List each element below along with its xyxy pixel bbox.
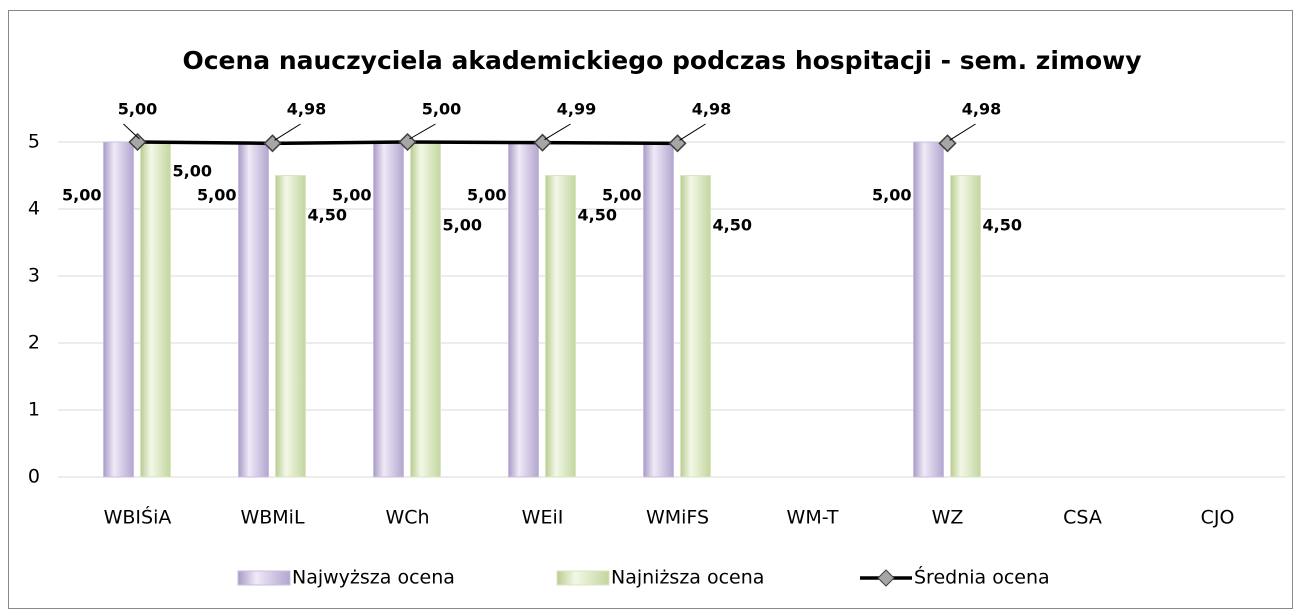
data-label: 5,00 [602,186,641,205]
bar [103,141,134,478]
x-tick-label: WBIŚiA [104,505,172,529]
x-tick-label: CJO [1201,507,1235,529]
data-label: 5,00 [872,186,911,205]
bar [140,141,171,478]
data-label: 5,00 [443,216,482,235]
y-tick-label: 3 [28,265,40,287]
bar [410,141,441,478]
x-tick-label: WEiI [522,507,564,529]
leader-line [123,123,140,140]
data-label: 4,99 [557,100,596,119]
data-label: 4,50 [713,216,752,235]
legend-label: Średnia ocena [914,565,1050,589]
legend-swatch [877,569,895,587]
data-label: 5,00 [62,186,101,205]
data-label: 5,00 [422,100,461,119]
bar [508,141,539,478]
x-tick-label: WCh [385,507,429,529]
bar [275,175,306,478]
y-tick-label: 0 [28,466,40,488]
bar [950,175,981,478]
y-tick-label: 4 [28,198,40,220]
leader-line [679,123,706,141]
legend-label: Najwyższa ocena [292,567,455,589]
x-tick-label: WZ [932,507,964,529]
x-tick-label: WBMiL [240,507,304,529]
leader-line [409,123,436,140]
x-tick-label: WM-T [787,507,839,529]
bar [238,141,269,478]
y-tick-label: 1 [28,399,40,421]
legend-label: Najniższa ocena [611,567,764,589]
leader-line [949,123,976,141]
x-tick-label: WMiFS [646,507,709,529]
data-label: 4,98 [287,100,326,119]
marker [128,132,147,152]
legend-swatch [237,570,291,586]
data-label: 5,00 [173,162,212,181]
leader-line [544,123,571,141]
x-tick-label: CSA [1063,507,1102,529]
chart-title: Ocena nauczyciela akademickiego podczas … [182,46,1141,75]
data-label: 4,50 [578,206,617,225]
bar [545,175,576,478]
y-tick-label: 2 [28,332,40,354]
legend-swatch [556,570,610,586]
y-tick-label: 5 [28,131,40,153]
bar [913,141,944,478]
data-label: 5,00 [332,186,371,205]
bar [680,175,711,478]
data-label: 4,98 [692,100,731,119]
data-label: 5,00 [197,186,236,205]
data-label: 4,98 [962,100,1001,119]
bar [643,141,674,478]
data-label: 5,00 [118,100,157,119]
bar [373,141,404,478]
leader-line [274,123,301,141]
data-label: 5,00 [467,186,506,205]
data-label: 4,50 [308,206,347,225]
data-label: 4,50 [983,216,1022,235]
